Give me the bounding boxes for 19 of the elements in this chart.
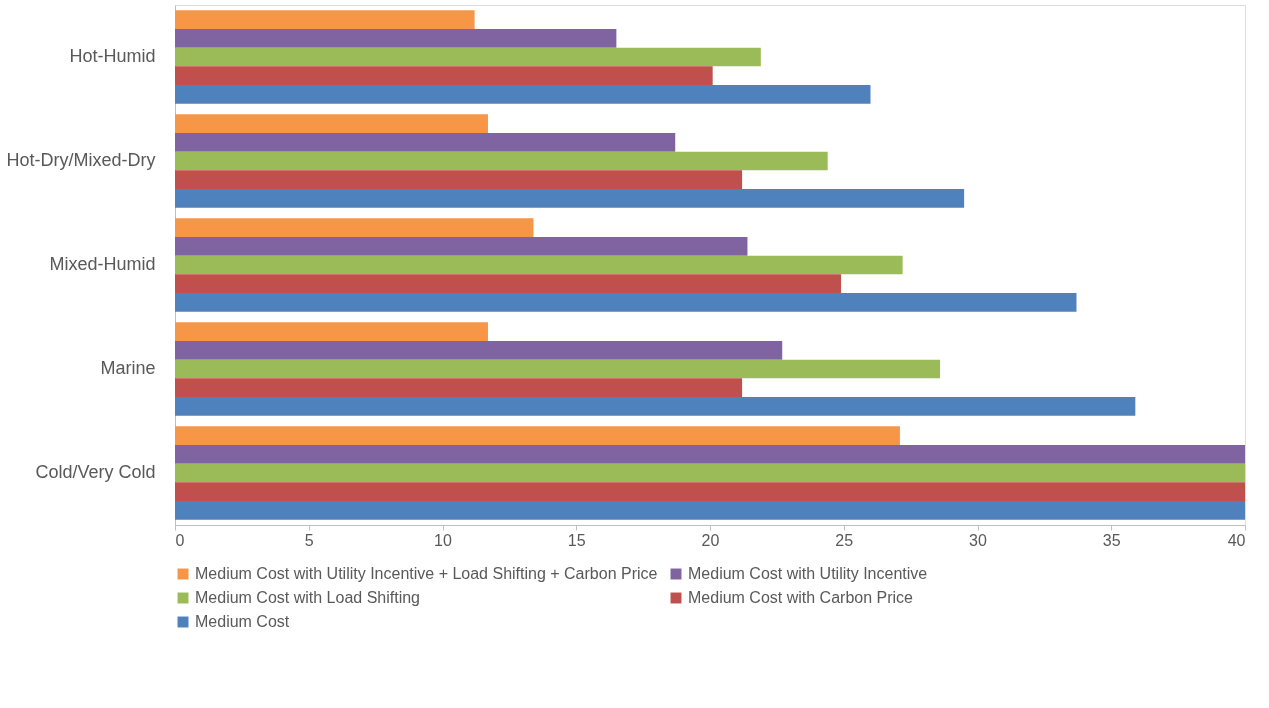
- y-tick-label: Hot-Dry/Mixed-Dry: [6, 150, 156, 170]
- legend-label: Medium Cost with Load Shifting: [195, 589, 420, 606]
- legend-label: Medium Cost with Carbon Price: [688, 589, 914, 606]
- x-tick-label: 15: [567, 531, 586, 549]
- x-tick-label: 30: [969, 531, 987, 549]
- y-tick-label: Mixed-Humid: [49, 254, 156, 274]
- legend-label: Medium Cost with Utility Incentive + Load Shifting + Carbon Price: [195, 565, 658, 582]
- legend-label: Medium Cost: [195, 613, 290, 630]
- x-tick-label: 20: [701, 531, 720, 549]
- x-tick-label: 25: [835, 531, 854, 549]
- x-tick-label: 5: [304, 531, 314, 549]
- legend-label: Medium Cost with Utility Incentive: [688, 565, 928, 582]
- x-tick-label: 35: [1102, 531, 1121, 549]
- y-tick-label: Cold/Very Cold: [35, 462, 156, 482]
- x-tick-label: 0: [175, 531, 185, 549]
- y-tick-label: Marine: [100, 358, 156, 378]
- x-tick-label: 10: [434, 531, 452, 549]
- x-tick-label: 40: [1227, 531, 1246, 549]
- y-tick-label: Hot-Humid: [69, 46, 156, 66]
